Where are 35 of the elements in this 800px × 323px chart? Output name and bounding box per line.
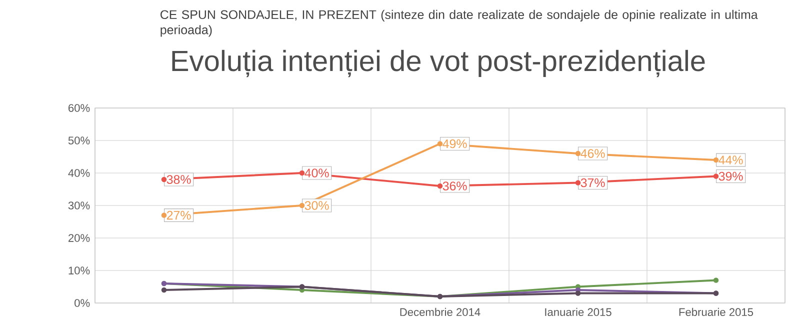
data-label: 49% xyxy=(442,139,467,148)
point xyxy=(161,212,167,218)
point xyxy=(437,183,443,189)
point xyxy=(713,157,719,163)
data-label: 37% xyxy=(580,178,605,188)
y-tick-label: 10% xyxy=(68,266,90,274)
y-tick-label: 60% xyxy=(68,104,90,112)
point xyxy=(299,202,305,208)
data-label: 40% xyxy=(304,168,329,178)
y-tick-label: 30% xyxy=(68,202,90,210)
data-label: 27% xyxy=(166,210,191,220)
y-tick-label: 40% xyxy=(68,169,90,177)
x-tick-label: Ianuarie 2015 xyxy=(545,308,612,316)
y-tick-label: 0% xyxy=(74,299,90,307)
data-label: 44% xyxy=(718,156,743,164)
point xyxy=(161,287,167,293)
point xyxy=(161,176,167,182)
point xyxy=(575,150,581,156)
point xyxy=(575,180,581,186)
y-tick-label: 20% xyxy=(68,234,90,242)
data-label: 38% xyxy=(166,175,191,184)
data-label: 46% xyxy=(580,149,605,158)
point xyxy=(713,174,719,179)
x-tick-label: Decembrie 2014 xyxy=(400,308,480,316)
x-tick-label: Februarie 2015 xyxy=(679,308,754,316)
point xyxy=(437,141,443,146)
y-tick-label: 50% xyxy=(68,136,90,144)
point xyxy=(299,170,305,176)
data-label: 39% xyxy=(718,172,743,181)
point xyxy=(575,290,581,296)
point xyxy=(713,278,719,283)
chart-title: Evoluția intenției de vot post-prezidențiale xyxy=(172,50,705,78)
data-label: 30% xyxy=(304,201,329,210)
data-label: 36% xyxy=(442,182,467,190)
chart-subtitle: CE SPUN SONDAJELE, IN PREZENT (sinteze din date realizate de sondajele de opinie realizate in ultima perioada) xyxy=(160,10,758,37)
